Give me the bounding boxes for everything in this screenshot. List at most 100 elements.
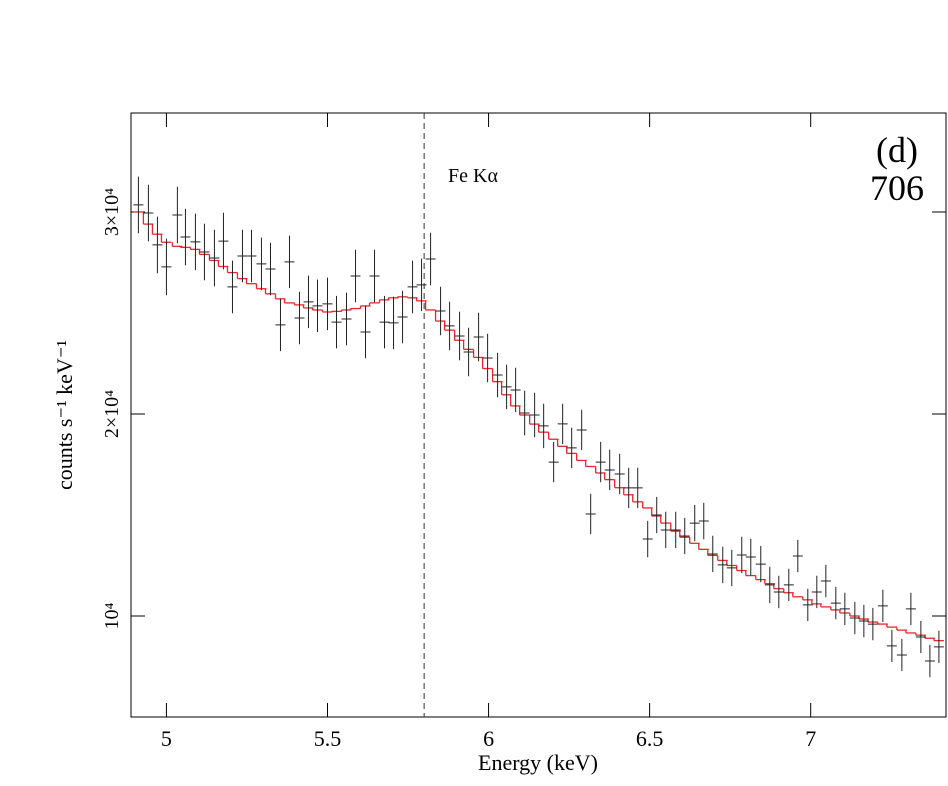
data-point: [651, 496, 662, 534]
data-point: [360, 305, 371, 359]
data-point: [209, 229, 220, 287]
data-point: [548, 441, 559, 483]
y-axis-label: counts s⁻¹ keV⁻¹: [52, 340, 77, 490]
data-point: [698, 502, 709, 540]
data-point: [199, 223, 210, 281]
data-point: [905, 592, 916, 626]
x-tick-label: 6: [483, 726, 494, 751]
panel-id: 706: [870, 168, 924, 208]
data-point: [397, 290, 408, 344]
data-point: [284, 235, 295, 289]
data-point: [152, 216, 163, 274]
data-point: [519, 390, 530, 436]
data-point: [350, 249, 361, 303]
data-point: [388, 296, 399, 350]
data-point: [736, 536, 747, 574]
data-point: [858, 604, 869, 638]
data-point: [896, 638, 907, 672]
data-point: [707, 535, 718, 573]
data-point: [303, 275, 314, 329]
data-point: [679, 517, 690, 555]
data-point: [492, 352, 503, 398]
data-point: [407, 260, 418, 314]
data-point: [218, 212, 229, 270]
data-point: [830, 586, 841, 620]
data-point: [322, 277, 333, 331]
data-point: [924, 644, 935, 678]
data-point: [275, 298, 286, 352]
data-point: [660, 511, 671, 549]
data-point: [331, 295, 342, 349]
data-point: [566, 427, 577, 469]
data-point: [501, 364, 512, 410]
data-point: [473, 312, 484, 362]
data-point: [585, 493, 596, 535]
x-tick-label: 7: [805, 726, 816, 751]
data-point: [689, 504, 700, 542]
data-point: [312, 279, 323, 333]
data-point: [792, 539, 803, 573]
data-point: [529, 392, 540, 438]
data-point: [642, 520, 653, 558]
data-point: [341, 292, 352, 346]
data-point: [867, 607, 878, 641]
annotation: Fe Kα: [448, 165, 498, 187]
data-point: [915, 620, 926, 654]
data-point: [557, 403, 568, 445]
panel-label: (d): [876, 130, 918, 170]
data-point: [256, 237, 267, 291]
data-point: [849, 601, 860, 635]
data-point: [726, 549, 737, 587]
y-tick-label: 2×10⁴: [101, 390, 123, 438]
data-point: [802, 588, 813, 622]
data-point: [454, 311, 465, 361]
x-axis-label: Energy (keV): [478, 750, 598, 775]
data-point: [933, 630, 944, 664]
data-point: [246, 229, 257, 283]
data-point: [190, 213, 201, 271]
data-point: [265, 242, 276, 296]
x-tick-label: 6.5: [636, 726, 664, 751]
data-point: [614, 453, 625, 495]
data-point: [416, 258, 427, 312]
data-point: [604, 449, 615, 491]
y-tick-label: 10⁴: [101, 602, 123, 629]
data-point: [172, 186, 183, 244]
data-point: [294, 291, 305, 345]
data-point: [877, 589, 888, 623]
data-point: [425, 232, 436, 286]
data-point: [820, 564, 831, 598]
data-point: [670, 511, 681, 549]
data-point: [576, 409, 587, 451]
data-point: [180, 208, 191, 266]
data-point: [632, 467, 643, 509]
y-tick-label: 3×10⁴: [101, 188, 123, 236]
data-point: [811, 575, 822, 609]
plot-frame: [130, 112, 947, 718]
data-point: [510, 367, 521, 413]
data-point: [595, 441, 606, 483]
data-point: [745, 538, 756, 576]
data-point: [839, 592, 850, 626]
data-point: [764, 566, 775, 604]
data-point: [444, 301, 455, 351]
data-point: [237, 229, 248, 283]
data-point: [773, 575, 784, 609]
data-point: [463, 327, 474, 377]
data-point: [143, 184, 154, 242]
data-point: [482, 333, 493, 383]
data-point: [227, 260, 238, 314]
data-point: [133, 176, 144, 234]
data-point: [369, 249, 380, 303]
data-point: [623, 467, 634, 509]
data-point: [538, 403, 549, 449]
data-point: [379, 295, 390, 349]
data-point: [161, 238, 172, 296]
x-tick-label: 5: [161, 726, 172, 751]
data-point: [783, 568, 794, 602]
data-point: [755, 545, 766, 583]
data-point: [435, 286, 446, 336]
x-tick-label: 5.5: [314, 726, 342, 751]
